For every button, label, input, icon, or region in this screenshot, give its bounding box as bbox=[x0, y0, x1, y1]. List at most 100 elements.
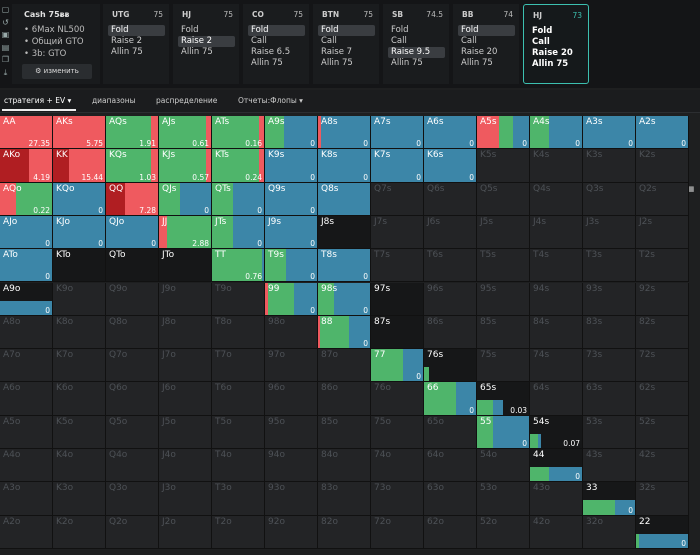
hand-cell-ako[interactable]: AKo 4.19 bbox=[0, 149, 53, 183]
hand-cell-97s[interactable]: 97s bbox=[371, 282, 424, 316]
action-option[interactable]: Call bbox=[321, 36, 337, 46]
position-panel-utg[interactable]: UTG 75 Fold Raise 2 Allin 75 bbox=[103, 4, 169, 84]
hand-cell-jts[interactable]: JTs 0 bbox=[212, 215, 265, 250]
hand-cell-a3o[interactable]: A3o bbox=[0, 482, 53, 516]
position-panel-co[interactable]: CO 75 Fold Call Raise 6.5 Allin 75 bbox=[243, 4, 309, 84]
hand-cell-ajo[interactable]: AJo 0 bbox=[0, 215, 53, 250]
tab-strategy-ev[interactable]: стратегия + EV ▾ bbox=[4, 96, 72, 105]
action-option[interactable]: Raise 6.5 bbox=[251, 47, 291, 57]
hand-cell-k5s[interactable]: K5s bbox=[477, 149, 530, 183]
hand-cell-j7s[interactable]: J7s bbox=[371, 215, 424, 250]
hand-cell-64o[interactable]: 64o bbox=[424, 449, 477, 483]
undo-icon[interactable]: ↺ bbox=[2, 17, 9, 27]
hand-cell-q2o[interactable]: Q2o bbox=[106, 515, 159, 549]
tab-flop-reports[interactable]: Отчеты:Флопы ▾ bbox=[238, 96, 303, 105]
action-option[interactable]: Allin 75 bbox=[461, 58, 493, 68]
hand-cell-ato[interactable]: ATo 0 bbox=[0, 249, 53, 283]
hand-cell-93o[interactable]: 93o bbox=[265, 482, 318, 516]
position-panel-hj[interactable]: HJ 73 Fold Call Raise 20 Allin 75 bbox=[523, 4, 589, 84]
hand-cell-kqo[interactable]: KQo 0 bbox=[53, 182, 106, 216]
hand-cell-a8o[interactable]: A8o bbox=[0, 315, 53, 350]
hand-cell-j9s[interactable]: J9s 0 bbox=[265, 215, 318, 250]
action-option[interactable]: Fold bbox=[458, 25, 515, 36]
hand-cell-j4o[interactable]: J4o bbox=[159, 449, 212, 483]
hand-cell-a9o[interactable]: A9o 0 bbox=[0, 282, 53, 316]
hand-cell-75s[interactable]: 75s bbox=[477, 349, 530, 383]
hand-cell-84s[interactable]: 84s bbox=[530, 315, 583, 350]
hand-cell-t7s[interactable]: T7s bbox=[371, 249, 424, 283]
hand-cell-53s[interactable]: 53s bbox=[583, 415, 636, 449]
hand-cell-q4s[interactable]: Q4s bbox=[530, 182, 583, 216]
hand-cell-k3s[interactable]: K3s bbox=[583, 149, 636, 183]
layout-grid-icon[interactable]: ▦ bbox=[687, 185, 695, 193]
hand-cell-52s[interactable]: 52s bbox=[636, 415, 689, 449]
hand-cell-83s[interactable]: 83s bbox=[583, 315, 636, 350]
position-panel-sb[interactable]: SB 74.5 Fold Call Raise 9.5 Allin 75 bbox=[383, 4, 449, 84]
hand-cell-42o[interactable]: 42o bbox=[530, 515, 583, 549]
hand-cell-j9o[interactable]: J9o bbox=[159, 282, 212, 316]
hand-cell-k9o[interactable]: K9o bbox=[53, 282, 106, 316]
action-option[interactable]: Allin 75 bbox=[321, 58, 353, 68]
change-settings-button[interactable]: ⚙ изменить bbox=[22, 64, 92, 79]
hand-cell-63s[interactable]: 63s bbox=[583, 382, 636, 416]
hand-cell-54o[interactable]: 54o bbox=[477, 449, 530, 483]
hand-cell-kk[interactable]: KK 15.44 bbox=[53, 149, 106, 183]
hand-cell-q8s[interactable]: Q8s bbox=[318, 182, 371, 216]
hand-cell-kts[interactable]: KTs 0.24 bbox=[212, 149, 265, 183]
hand-cell-j5s[interactable]: J5s bbox=[477, 215, 530, 250]
hand-cell-a8s[interactable]: A8s 0 bbox=[318, 116, 371, 150]
hand-cell-a4o[interactable]: A4o bbox=[0, 449, 53, 483]
hand-cell-74s[interactable]: 74s bbox=[530, 349, 583, 383]
hand-cell-k4o[interactable]: K4o bbox=[53, 449, 106, 483]
action-option[interactable]: Fold bbox=[318, 25, 375, 36]
hand-cell-j8o[interactable]: J8o bbox=[159, 315, 212, 350]
hand-cell-q7s[interactable]: Q7s bbox=[371, 182, 424, 216]
hand-cell-ajs[interactable]: AJs 0.61 bbox=[159, 116, 212, 150]
hand-cell-q3o[interactable]: Q3o bbox=[106, 482, 159, 516]
hand-cell-94o[interactable]: 94o bbox=[265, 449, 318, 483]
hand-cell-43s[interactable]: 43s bbox=[583, 449, 636, 483]
hand-cell-k8o[interactable]: K8o bbox=[53, 315, 106, 350]
hand-cell-qq[interactable]: QQ 7.28 bbox=[106, 182, 159, 216]
hand-cell-22[interactable]: 22 0 bbox=[636, 515, 689, 549]
hand-cell-88[interactable]: 88 0 bbox=[318, 315, 371, 350]
hand-cell-a4s[interactable]: A4s 0 bbox=[530, 116, 583, 150]
action-option[interactable]: Fold bbox=[248, 25, 305, 36]
hand-cell-k6o[interactable]: K6o bbox=[53, 382, 106, 416]
hand-cell-j4s[interactable]: J4s bbox=[530, 215, 583, 250]
hand-cell-k6s[interactable]: K6s 0 bbox=[424, 149, 477, 183]
hand-cell-96o[interactable]: 96o bbox=[265, 382, 318, 416]
hand-cell-k4s[interactable]: K4s bbox=[530, 149, 583, 183]
hand-cell-j7o[interactable]: J7o bbox=[159, 349, 212, 383]
hand-cell-a5s[interactable]: A5s 0 bbox=[477, 116, 530, 150]
hand-cell-a5o[interactable]: A5o bbox=[0, 415, 53, 449]
hand-cell-j3o[interactable]: J3o bbox=[159, 482, 212, 516]
hand-cell-aa[interactable]: AA 27.35 bbox=[0, 116, 53, 150]
hand-cell-q5s[interactable]: Q5s bbox=[477, 182, 530, 216]
action-option[interactable]: Call bbox=[251, 36, 267, 46]
hand-cell-kjs[interactable]: KJs 0.57 bbox=[159, 149, 212, 183]
hand-cell-t7o[interactable]: T7o bbox=[212, 349, 265, 383]
hand-cell-q7o[interactable]: Q7o bbox=[106, 349, 159, 383]
hand-cell-j2o[interactable]: J2o bbox=[159, 515, 212, 549]
hand-cell-32s[interactable]: 32s bbox=[636, 482, 689, 516]
hand-cell-85s[interactable]: 85s bbox=[477, 315, 530, 350]
hand-cell-a6o[interactable]: A6o bbox=[0, 382, 53, 416]
hand-cell-82o[interactable]: 82o bbox=[318, 515, 371, 549]
hand-cell-84o[interactable]: 84o bbox=[318, 449, 371, 483]
hand-cell-q6s[interactable]: Q6s bbox=[424, 182, 477, 216]
hand-cell-jj[interactable]: JJ 2.88 bbox=[159, 215, 212, 250]
hand-cell-a2s[interactable]: A2s 0 bbox=[636, 116, 689, 150]
hand-cell-64s[interactable]: 64s bbox=[530, 382, 583, 416]
hand-cell-75o[interactable]: 75o bbox=[371, 415, 424, 449]
hand-cell-a7s[interactable]: A7s 0 bbox=[371, 116, 424, 150]
hand-cell-63o[interactable]: 63o bbox=[424, 482, 477, 516]
hand-cell-t3s[interactable]: T3s bbox=[583, 249, 636, 283]
hand-cell-99[interactable]: 99 0 bbox=[265, 282, 318, 316]
hand-cell-q2s[interactable]: Q2s bbox=[636, 182, 689, 216]
hand-cell-92o[interactable]: 92o bbox=[265, 515, 318, 549]
hand-cell-q9o[interactable]: Q9o bbox=[106, 282, 159, 316]
hand-cell-j2s[interactable]: J2s bbox=[636, 215, 689, 250]
hand-cell-qts[interactable]: QTs 0 bbox=[212, 182, 265, 216]
hand-cell-66[interactable]: 66 0 bbox=[424, 382, 477, 416]
